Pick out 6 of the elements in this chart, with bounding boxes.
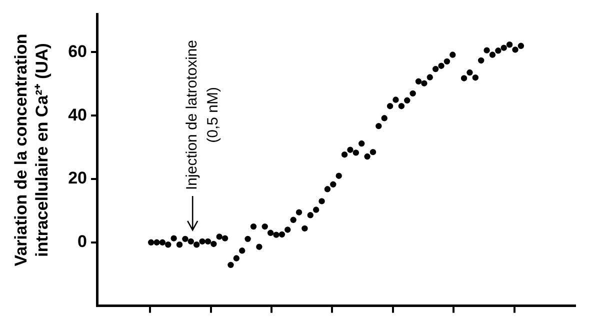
y-tick-label: 0 (78, 232, 87, 252)
annotation: Injection de latrotoxine (0,5 nM) (184, 40, 222, 190)
y-axis-title: Variation de la concentration intracellulaire en Ca²⁺ (UA) (12, 34, 52, 266)
y-tick-label: 60 (68, 42, 87, 61)
y-tick-label: 40 (68, 105, 87, 124)
y-tick-label: 20 (68, 168, 87, 188)
